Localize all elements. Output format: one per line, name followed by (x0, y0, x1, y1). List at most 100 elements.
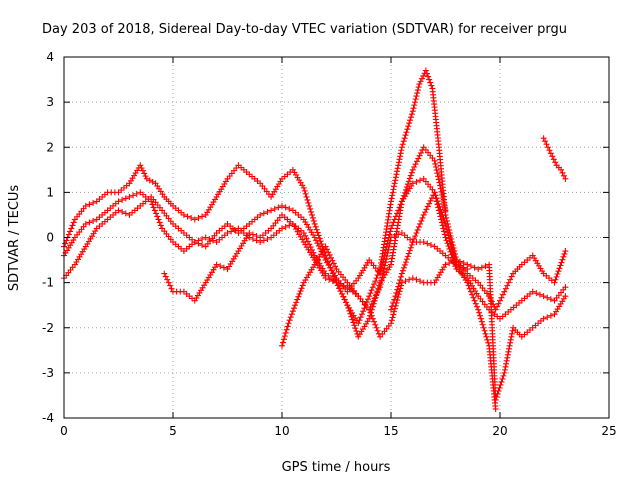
data-point (336, 285, 343, 292)
data-point (505, 348, 512, 355)
data-point (434, 197, 441, 204)
data-point (409, 180, 416, 187)
data-point (460, 264, 467, 271)
data-point (555, 268, 562, 275)
data-point (397, 153, 404, 160)
data-point (385, 243, 392, 250)
data-point (393, 289, 400, 296)
data-point (367, 312, 374, 319)
data-point (562, 175, 569, 182)
data-point (282, 204, 289, 211)
data-point (314, 229, 321, 236)
data-point (406, 247, 413, 254)
data-point (507, 339, 514, 346)
data-point (292, 302, 299, 309)
data-point (423, 206, 430, 213)
data-point (202, 234, 209, 241)
data-point (373, 275, 380, 282)
data-point (387, 237, 394, 244)
data-point (375, 286, 382, 293)
data-point (558, 259, 565, 266)
data-point (371, 295, 378, 302)
data-point (426, 200, 433, 207)
data-point (326, 251, 333, 258)
data-point (413, 178, 420, 185)
data-point (536, 291, 543, 298)
data-point (407, 172, 414, 179)
y-axis-label: SDTVAR / TECUs (7, 185, 22, 292)
data-point (220, 264, 227, 271)
x-tick-label: 10 (274, 424, 289, 438)
data-point (284, 323, 291, 330)
data-point (90, 199, 97, 206)
data-point (164, 276, 171, 283)
data-point (303, 235, 310, 242)
data-point (377, 270, 384, 277)
data-point (405, 123, 412, 130)
data-point (344, 302, 351, 309)
data-point (415, 155, 422, 162)
data-point (431, 157, 438, 164)
data-points (61, 67, 569, 412)
data-point (443, 223, 450, 230)
data-point (434, 170, 441, 177)
data-point (464, 266, 471, 273)
data-point (552, 159, 559, 166)
data-point (436, 179, 443, 186)
data-point (540, 315, 547, 322)
data-point (406, 120, 413, 127)
data-point (438, 209, 445, 216)
data-point (501, 366, 508, 373)
data-point (65, 231, 72, 238)
data-point (393, 171, 400, 178)
data-point (441, 204, 448, 211)
data-point (283, 326, 290, 333)
data-point (148, 198, 155, 205)
data-point (416, 152, 423, 159)
data-point (403, 129, 410, 136)
data-point (398, 198, 405, 205)
data-point (540, 135, 547, 142)
series-track-f (388, 189, 499, 412)
data-point (389, 314, 396, 321)
data-point (401, 261, 408, 268)
data-point (341, 296, 348, 303)
data-point (311, 220, 318, 227)
data-point (499, 375, 506, 382)
data-point (540, 293, 547, 300)
data-point (306, 241, 313, 248)
data-point (438, 219, 445, 226)
data-point (412, 96, 419, 103)
data-point (417, 278, 424, 285)
data-point (408, 111, 415, 118)
data-point (403, 256, 410, 263)
data-point (374, 289, 381, 296)
data-point (391, 180, 398, 187)
data-point (150, 204, 157, 211)
data-point (417, 220, 424, 227)
data-point (395, 162, 402, 169)
data-point (279, 225, 285, 232)
data-point (298, 285, 305, 292)
x-axis-label: GPS time / hours (282, 460, 391, 475)
data-point (501, 369, 508, 376)
data-point (431, 189, 438, 196)
data-point (441, 218, 448, 225)
x-tick-label: 5 (169, 424, 177, 438)
data-point (367, 303, 374, 310)
data-point (309, 214, 316, 221)
data-point (424, 240, 431, 247)
data-point (305, 199, 312, 206)
data-point (483, 333, 490, 340)
data-point (138, 165, 145, 172)
data-point (384, 250, 391, 257)
data-point (137, 162, 144, 169)
data-point (427, 197, 434, 204)
data-point (398, 270, 405, 277)
data-point (296, 290, 303, 297)
data-point (275, 204, 282, 211)
data-point (188, 214, 195, 221)
data-point (119, 196, 126, 203)
data-point (484, 336, 491, 343)
